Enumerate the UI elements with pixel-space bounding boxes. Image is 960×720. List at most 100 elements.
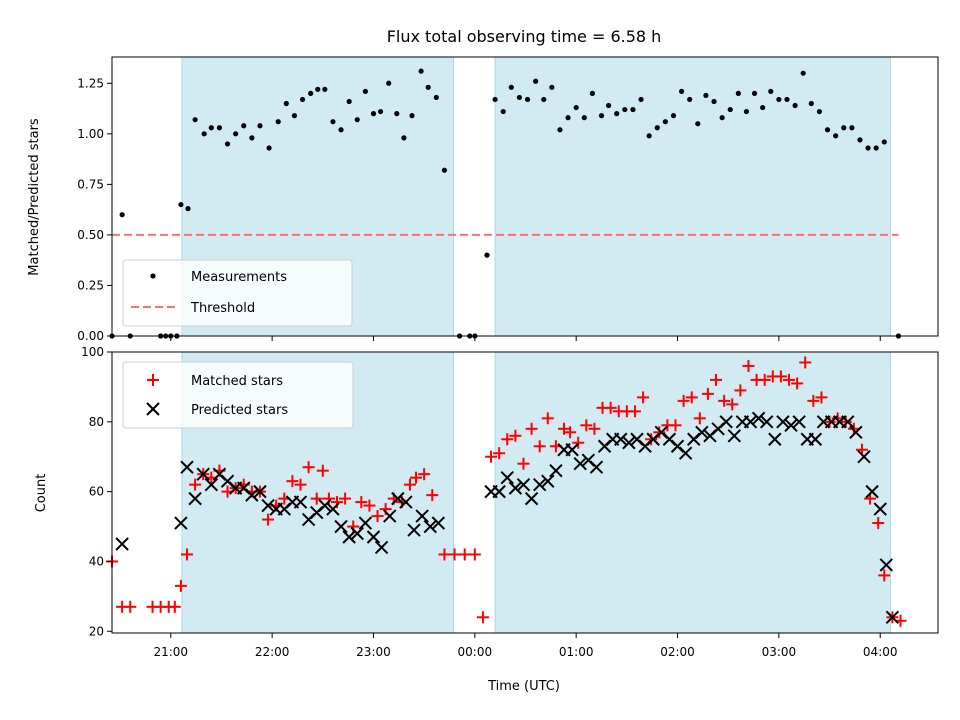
measurement-point [275,119,281,125]
legend-predicted-label: Predicted stars [191,403,288,418]
ratio-legend: Measurements Threshold [122,259,353,327]
predicted-star-point [326,502,340,516]
matched-star-point [458,548,471,561]
predicted-star-point [423,519,437,534]
predicted-star-point [573,456,587,471]
x-tick-label: 22:00 [255,645,290,659]
predicted-star-point [849,425,863,439]
predicted-star-point [374,540,389,555]
x-tick-label: 01:00 [559,645,594,659]
predicted-star-point [261,498,275,513]
measurement-point [362,88,368,94]
measurement-point [338,127,344,133]
predicted-star-point [508,481,523,495]
predicted-star-point [768,432,782,446]
measurement-point [695,121,701,127]
measurement-point [881,139,887,145]
legend-measurements-marker [150,273,156,279]
x-axis-label: Time (UTC) [487,679,560,694]
measurement-point [541,96,547,103]
predicted-star-point [293,495,308,509]
matched-star-point [174,579,187,592]
predicted-star-point [115,537,129,551]
predicted-star-point [695,425,709,439]
matched-star-point [710,373,723,386]
matched-star-point [799,356,812,369]
matched-star-point [517,457,530,470]
measurement-point [533,78,539,84]
matched-star-point [485,450,498,463]
matched-star-point [310,492,323,505]
measurement-point [192,117,198,123]
matched-star-point [316,464,329,477]
matched-star-point [286,475,299,488]
matched-star-point [558,422,571,435]
measurement-point [630,106,636,113]
predicted-star-point [382,509,397,523]
predicted-star-point [358,516,373,530]
predicted-star-point [415,509,429,523]
predicted-star-point [391,491,405,506]
measurement-point [249,135,255,141]
predicted-star-point [589,460,604,474]
matched-star-point [774,370,787,383]
matched-star-point [180,548,193,561]
matched-star-point [525,422,538,435]
matched-star-point [701,387,714,400]
measurement-point [266,145,272,151]
predicted-star-point [879,558,894,572]
measurement-point [703,92,709,99]
measurement-point [216,125,223,131]
predicted-star-point [245,488,259,502]
x-tick-label: 04:00 [863,645,898,659]
predicted-star-point [751,411,766,426]
measurement-point [418,68,424,74]
x-tick-label: 23:00 [356,645,391,659]
matched-star-point [189,478,202,491]
measurement-point [711,98,717,105]
matched-star-point [580,419,593,432]
measurement-point [662,119,668,125]
measurement-point [441,167,448,173]
predicted-star-point [399,495,413,509]
observing-window-shade [494,56,891,337]
measurement-point [291,113,298,119]
measurement-point [824,127,831,133]
predicted-star-point [760,415,774,429]
measurement-point [622,106,628,113]
matched-star-point [363,499,376,512]
measurement-point [719,115,725,121]
measurement-point [492,96,498,103]
measurement-point [409,113,415,119]
predicted-star-point [334,519,348,534]
measurement-point [257,123,263,129]
matched-star-point [645,433,658,446]
measurement-point [865,145,871,151]
measurement-point [646,133,652,139]
predicted-star-point [188,491,202,506]
measurement-point [687,96,693,103]
predicted-star-point [857,450,871,464]
count-panel-frame [111,351,939,634]
predicted-star-point [180,460,194,474]
matched-star-point [533,440,546,453]
measurement-point [178,201,184,208]
measurement-point [500,108,506,115]
predicted-star-point [431,516,446,530]
measurement-point [638,96,644,103]
predicted-star-point [841,415,855,429]
predicted-star-point [614,432,628,446]
count-panel: 20 40 60 80 100 21:00 22:00 23:00 00:00 01:00 02:… [34,345,939,694]
predicted-star-point [366,530,381,544]
x-tick-label: 02:00 [660,645,695,659]
legend-measurements-label: Measurements [191,270,287,285]
matched-star-point [823,415,836,428]
y-tick-label: 80 [89,415,104,429]
measurement-point [346,98,352,105]
measurement-point [727,106,733,113]
matched-star-point [872,517,885,530]
x-tick-label: 03:00 [762,645,797,659]
measurement-point [433,94,439,101]
y-tick-label: 0.50 [77,228,104,242]
